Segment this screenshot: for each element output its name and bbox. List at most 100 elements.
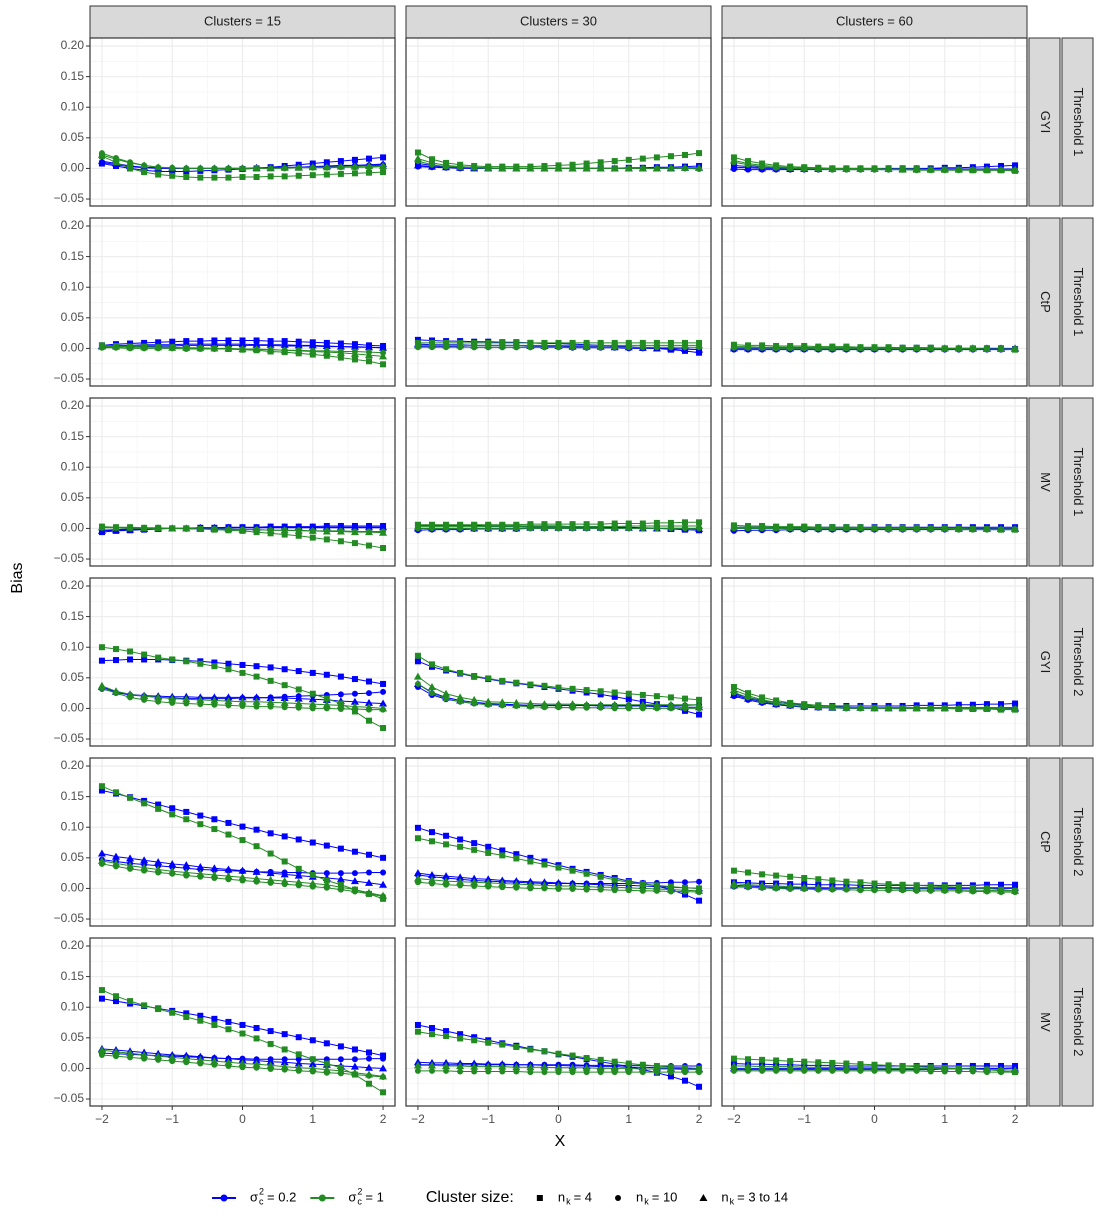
- marker-square: [541, 861, 548, 868]
- marker-triangle: [210, 696, 219, 704]
- marker-triangle: [842, 703, 851, 711]
- y-tick-label: 0.05: [61, 310, 85, 324]
- marker-triangle: [280, 526, 289, 534]
- marker-triangle: [982, 525, 991, 533]
- x-axis-label: X: [555, 1133, 566, 1150]
- marker-square: [113, 998, 120, 1005]
- marker-triangle: [308, 163, 317, 171]
- marker-triangle: [954, 1065, 963, 1073]
- marker-triangle: [968, 886, 977, 894]
- marker-triangle: [758, 1062, 767, 1070]
- marker-triangle: [666, 885, 675, 893]
- marker-square: [183, 168, 190, 175]
- marker-square: [337, 538, 344, 545]
- y-tick-label: 0.10: [61, 639, 85, 653]
- marker-triangle: [413, 672, 422, 680]
- marker-square: [696, 1083, 703, 1090]
- marker-triangle: [729, 1061, 738, 1069]
- marker-triangle: [238, 1055, 247, 1063]
- marker-triangle: [729, 879, 738, 887]
- marker-triangle: [652, 700, 661, 708]
- marker-triangle: [322, 163, 331, 171]
- marker-triangle: [596, 522, 605, 530]
- row-strip: [1061, 937, 1094, 1107]
- marker-triangle: [182, 861, 191, 869]
- marker-triangle: [484, 522, 493, 530]
- marker-triangle: [364, 888, 373, 896]
- marker-triangle: [814, 164, 823, 172]
- x-tick-label: 2: [1012, 1112, 1019, 1126]
- marker-triangle: [982, 1065, 991, 1073]
- y-tick-label: −0.05: [54, 911, 85, 925]
- marker-triangle: [498, 164, 507, 172]
- marker-square: [773, 872, 780, 879]
- marker-triangle: [695, 521, 704, 529]
- column-strip: [721, 5, 1028, 39]
- marker-triangle: [336, 162, 345, 170]
- y-tick-label: 0.15: [61, 969, 85, 983]
- marker-triangle: [266, 164, 275, 172]
- marker-square: [323, 171, 330, 178]
- marker-square: [281, 833, 288, 840]
- marker-triangle: [252, 345, 261, 353]
- marker-square: [323, 695, 330, 702]
- marker-triangle: [168, 343, 177, 351]
- marker-triangle: [97, 856, 106, 864]
- marker-square: [253, 1035, 260, 1042]
- marker-triangle: [870, 1063, 879, 1071]
- marker-triangle: [308, 1064, 317, 1072]
- marker-square: [113, 993, 120, 1000]
- marker-triangle: [112, 523, 121, 531]
- marker-square: [414, 658, 421, 665]
- marker-triangle: [196, 343, 205, 351]
- marker-square: [127, 165, 134, 172]
- marker-triangle: [828, 343, 837, 351]
- marker-square: [337, 1043, 344, 1050]
- marker-square: [183, 658, 190, 665]
- marker-circle: [380, 869, 387, 876]
- marker-square: [696, 150, 703, 157]
- marker-triangle: [238, 1059, 247, 1067]
- marker-square: [141, 800, 148, 807]
- marker-triangle: [898, 344, 907, 352]
- marker-square: [225, 819, 232, 826]
- legend-symbol: σ: [250, 1189, 258, 1204]
- marker-triangle: [238, 873, 247, 881]
- marker-square: [457, 843, 464, 850]
- marker-square: [787, 873, 794, 880]
- marker-triangle: [729, 163, 738, 171]
- marker-triangle: [666, 163, 675, 171]
- marker-triangle: [350, 702, 359, 710]
- marker-triangle: [470, 695, 479, 703]
- marker-circle: [457, 1068, 464, 1075]
- panel: [405, 37, 712, 207]
- marker-triangle: [252, 693, 261, 701]
- marker-square: [414, 835, 421, 842]
- marker-triangle: [512, 341, 521, 349]
- marker-square: [127, 648, 134, 655]
- marker-triangle: [568, 881, 577, 889]
- x-tick-label: 2: [696, 1112, 703, 1126]
- row-strip: [1028, 577, 1061, 747]
- y-tick-label: 0.00: [61, 161, 85, 175]
- marker-triangle: [252, 340, 261, 348]
- marker-triangle: [898, 704, 907, 712]
- marker-triangle: [238, 866, 247, 874]
- x-tick-label: 1: [625, 1112, 632, 1126]
- marker-square: [414, 1028, 421, 1035]
- marker-circle: [414, 1067, 421, 1074]
- marker-triangle: [442, 877, 451, 885]
- marker-triangle: [252, 1056, 261, 1064]
- marker-triangle: [379, 704, 388, 712]
- marker-triangle: [512, 698, 521, 706]
- marker-triangle: [926, 344, 935, 352]
- marker-square: [536, 1195, 543, 1201]
- marker-square: [337, 354, 344, 361]
- y-tick-label: 0.10: [61, 999, 85, 1013]
- marker-triangle: [196, 340, 205, 348]
- panel: [405, 397, 712, 567]
- marker-triangle: [350, 885, 359, 893]
- marker-triangle: [996, 165, 1005, 173]
- marker-triangle: [428, 1061, 437, 1069]
- marker-square: [141, 1002, 148, 1009]
